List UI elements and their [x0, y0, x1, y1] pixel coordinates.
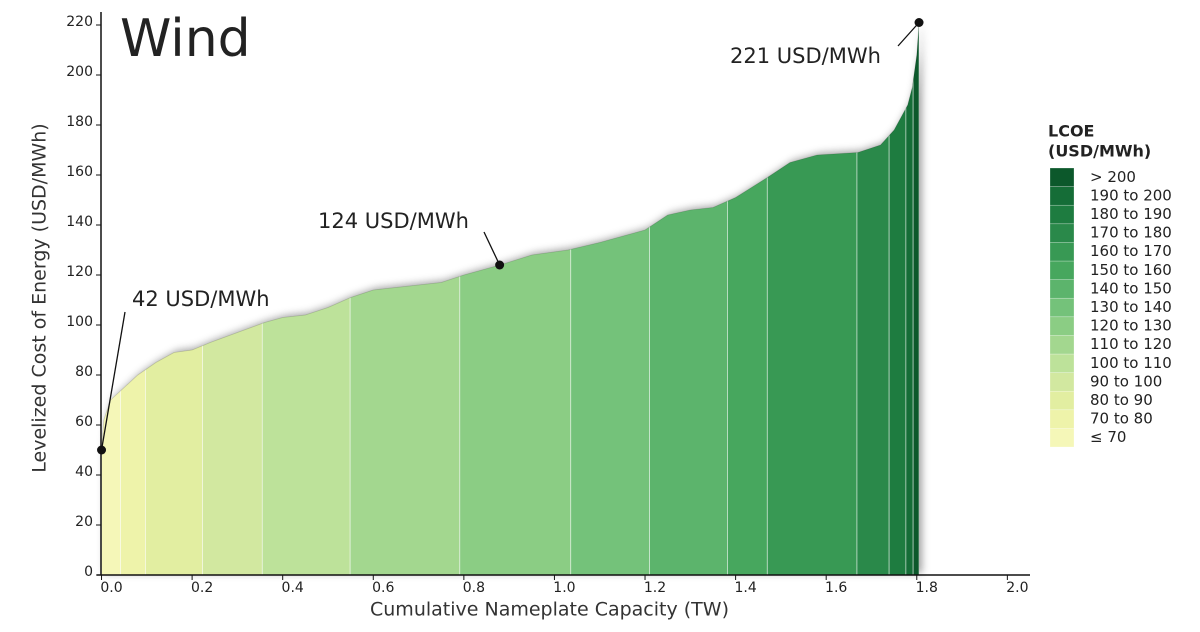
annotation-point	[97, 445, 107, 455]
legend-swatch	[1049, 186, 1075, 206]
chart-title: Wind	[120, 9, 251, 69]
legend-swatch	[1049, 372, 1075, 392]
x-tick-label: 1.0	[553, 580, 575, 596]
legend-label: 130 to 140	[1090, 298, 1172, 316]
x-tick-label: 1.8	[916, 580, 938, 596]
legend-label: > 200	[1090, 168, 1136, 186]
legend-label: 140 to 150	[1090, 279, 1172, 297]
legend-title: (USD/MWh)	[1048, 142, 1151, 161]
legend-swatch	[1049, 223, 1075, 243]
lcoe-band	[912, 22, 920, 575]
legend-swatch	[1049, 316, 1075, 336]
lcoe-band	[349, 22, 461, 575]
y-tick-label: 220	[66, 14, 93, 30]
legend-label: 70 to 80	[1090, 410, 1153, 428]
y-tick-label: 160	[66, 164, 93, 180]
y-tick-label: 0	[84, 564, 93, 580]
legend-label: ≤ 70	[1090, 428, 1126, 446]
annotation-label: 221 USD/MWh	[730, 44, 881, 68]
y-tick-label: 140	[66, 214, 93, 230]
lcoe-band	[261, 22, 351, 575]
legend-title: LCOE	[1048, 122, 1094, 141]
y-tick-label: 100	[66, 314, 93, 330]
annotation-leader	[483, 231, 501, 266]
legend-swatch	[1049, 167, 1075, 187]
lcoe-band	[727, 22, 768, 575]
x-tick-label: 1.6	[825, 580, 847, 596]
annotation-point	[495, 260, 505, 270]
legend-swatch	[1049, 428, 1075, 448]
lcoe-band	[570, 22, 650, 575]
legend-label: 120 to 130	[1090, 317, 1172, 335]
y-tick-label: 60	[75, 414, 93, 430]
y-tick-label: 200	[66, 64, 93, 80]
legend-label: 160 to 170	[1090, 242, 1172, 260]
x-tick-label: 2.0	[1006, 580, 1028, 596]
y-tick-label: 40	[75, 464, 93, 480]
y-tick-label: 80	[75, 364, 93, 380]
annotation-label: 124 USD/MWh	[318, 209, 469, 233]
legend-label: 110 to 120	[1090, 335, 1172, 353]
y-axis-label: Levelized Cost of Energy (USD/MWh)	[29, 123, 51, 472]
legend-swatch	[1049, 335, 1075, 355]
annotation-label: 42 USD/MWh	[132, 287, 270, 311]
x-tick-label: 1.2	[644, 580, 666, 596]
annotation-leader	[897, 22, 920, 47]
legend-label: 180 to 190	[1090, 205, 1172, 223]
legend-label: 170 to 180	[1090, 224, 1172, 242]
x-axis-label: Cumulative Nameplate Capacity (TW)	[370, 599, 729, 621]
lcoe-band	[766, 22, 858, 575]
x-tick-label: 1.4	[734, 580, 756, 596]
lcoe-band	[856, 22, 890, 575]
x-tick-label: 0.0	[100, 580, 122, 596]
lcoe-band	[888, 22, 907, 575]
x-tick-label: 0.8	[463, 580, 485, 596]
y-tick-label: 180	[66, 114, 93, 130]
legend-label: 190 to 200	[1090, 186, 1172, 204]
lcoe-band	[649, 22, 728, 575]
y-tick-label: 20	[75, 514, 93, 530]
x-tick-label: 0.6	[372, 580, 394, 596]
lcoe-band	[101, 22, 121, 575]
legend-swatch	[1049, 297, 1075, 318]
legend-swatch	[1049, 242, 1075, 262]
legend-label: 90 to 100	[1090, 372, 1162, 390]
legend-swatch	[1049, 353, 1075, 373]
legend-label: 100 to 110	[1090, 354, 1172, 372]
y-tick-label: 120	[66, 264, 93, 280]
annotation-point	[914, 18, 924, 27]
x-tick-label: 0.2	[191, 580, 213, 596]
legend-swatch	[1049, 409, 1075, 429]
annotation-leader	[100, 311, 126, 451]
legend-swatch	[1049, 260, 1075, 280]
legend-label: 150 to 160	[1090, 261, 1172, 279]
legend-swatch	[1049, 204, 1075, 225]
legend-label: 80 to 90	[1090, 391, 1153, 409]
legend-swatch	[1049, 279, 1075, 299]
x-tick-label: 0.4	[282, 580, 304, 596]
legend-swatch	[1049, 390, 1075, 411]
lcoe-band	[459, 22, 572, 575]
